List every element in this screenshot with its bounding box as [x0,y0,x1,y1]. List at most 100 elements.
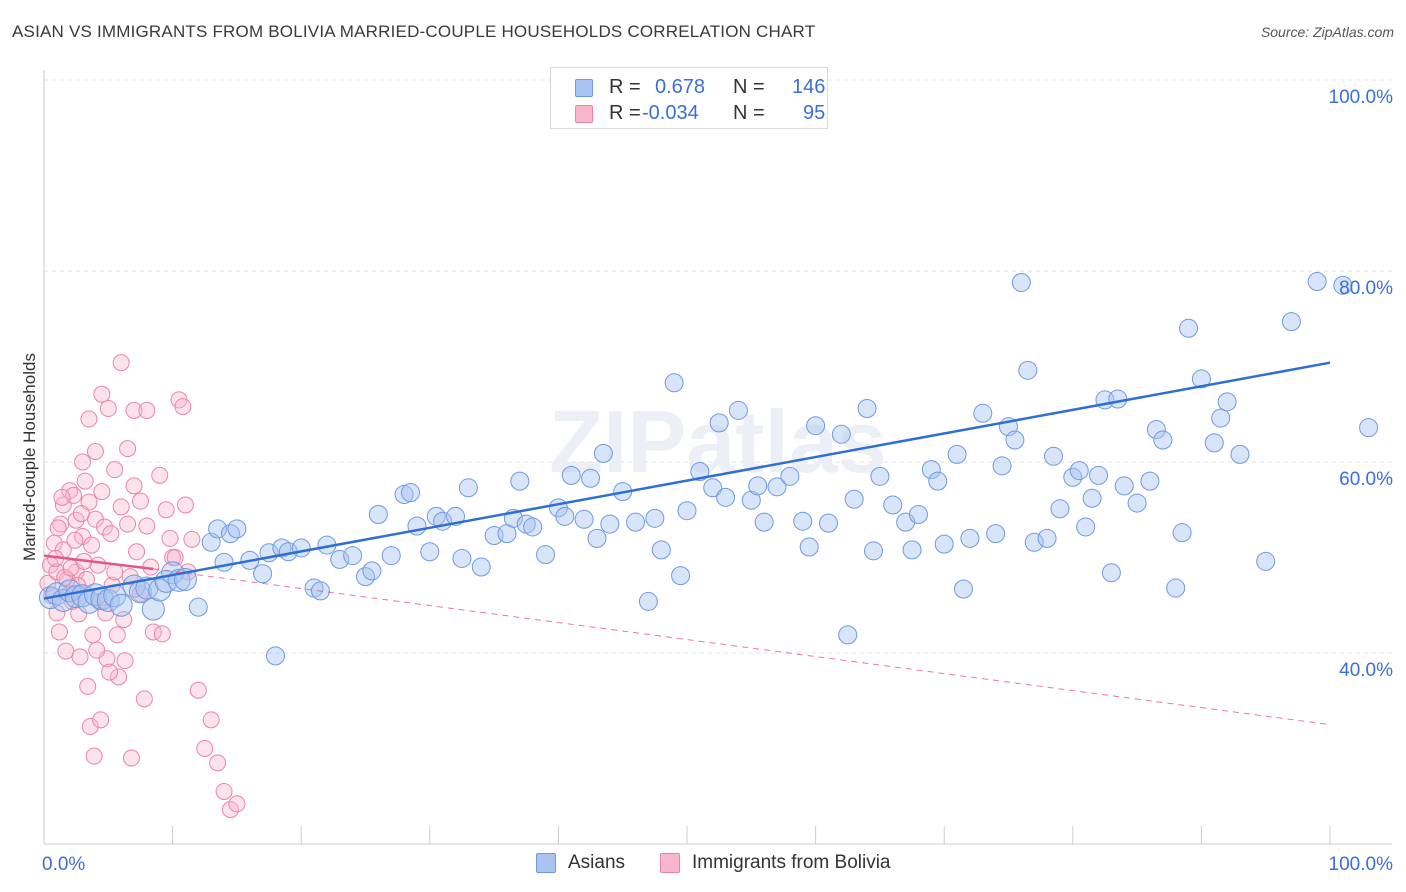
y-tick-label: 60.0% [1339,469,1393,490]
asian-point [96,588,120,612]
asian-point [574,509,594,529]
n-label: N = [733,102,765,124]
bolivia-point [157,501,175,519]
asian-point [1204,433,1224,453]
bolivia-point [128,543,146,561]
asian-point [1114,476,1134,496]
asian-point [1146,420,1166,440]
bolivia-point [92,711,110,729]
asian-point [141,597,165,621]
asian-point [561,465,581,485]
asian-point [1153,430,1173,450]
legend-label-bolivia: Immigrants from Bolivia [692,852,891,873]
bolivia-point [99,400,117,418]
asian-point [677,501,697,521]
bolivia-point [174,398,192,416]
asian-point [471,557,491,577]
asian-point [343,546,363,566]
asian-point [253,564,273,584]
asian-point [109,593,133,617]
bolivia-point [80,410,98,428]
asian-point [1011,272,1031,292]
asian-point [831,424,851,444]
bolivia-point [153,625,171,643]
asian-point [1172,523,1192,543]
asian-swatch [575,79,593,97]
asian-point [593,443,613,463]
asian-point [748,476,768,496]
bolivia-point [57,642,75,660]
asian-point [446,506,466,526]
asian-point [188,597,208,617]
asian-legend-swatch [536,853,556,873]
bolivia-point [76,472,94,490]
bolivia-point [85,747,103,765]
asian-point [1044,446,1064,466]
bolivia-point [138,401,156,419]
bolivia-point [202,711,220,729]
bolivia-point [228,795,246,813]
asian-point [741,490,761,510]
bolivia-point [221,801,239,819]
bolivia-point [125,401,143,419]
tick-labels: 100.0% 80.0% 60.0% 40.0% 0.0% 100.0% [42,87,1393,875]
asian-point [1230,444,1250,464]
bolivia-point [53,488,71,506]
asian-point [716,487,736,507]
bolivia-point [119,515,137,533]
bolivia-point [215,782,233,800]
bolivia-point [88,641,106,659]
bolivia-point [112,354,130,372]
bolivia-point [189,681,207,699]
asian-point [645,508,665,528]
bolivia-point [122,749,140,767]
bolivia-point [196,740,214,757]
bolivia-point [81,718,99,736]
asian-point [883,495,903,515]
asian-point [953,579,973,599]
bolivia-point [183,530,201,548]
bolivia-point [74,453,92,471]
asian-point [947,444,967,464]
asian-point [799,537,819,557]
n-value-asians: 146 [792,76,826,98]
asian-point [581,468,601,488]
bolivia-point [89,556,107,574]
bolivia-point [115,611,133,629]
asian-point [838,625,858,645]
asian-point [1256,551,1276,571]
asian-point [381,546,401,566]
asian-point [523,517,543,537]
asian-point [671,566,691,586]
asian-point [600,514,620,534]
bolivia-point [110,668,128,686]
asian-point [1076,517,1096,537]
asian-point [1359,418,1379,438]
asian-point [986,524,1006,544]
asian-point [452,548,472,568]
asian-point [857,399,877,419]
asian-point [401,483,421,503]
asian-point [1127,493,1147,513]
asian-point [1211,408,1231,428]
source-credit: Source: ZipAtlas.com [1260,24,1394,40]
bolivia-point [93,385,111,403]
asian-point [934,534,954,554]
bolivia-point [135,690,153,708]
y-tick-label: 80.0% [1339,278,1393,299]
asian-point [208,519,228,539]
asian-point [1101,563,1121,583]
asian-point [902,540,922,560]
asian-point [420,542,440,562]
bolivia-point [106,563,124,581]
legend-label-asians: Asians [568,852,626,873]
bolivia-point [74,527,92,545]
asian-point [1307,272,1327,292]
bolivia-point [50,623,68,641]
bolivia-point [106,461,124,479]
r-label: R = [609,76,641,98]
asian-point [960,528,980,548]
asian-point [1024,532,1044,552]
asian-point [844,489,864,509]
asian-point [651,540,671,560]
